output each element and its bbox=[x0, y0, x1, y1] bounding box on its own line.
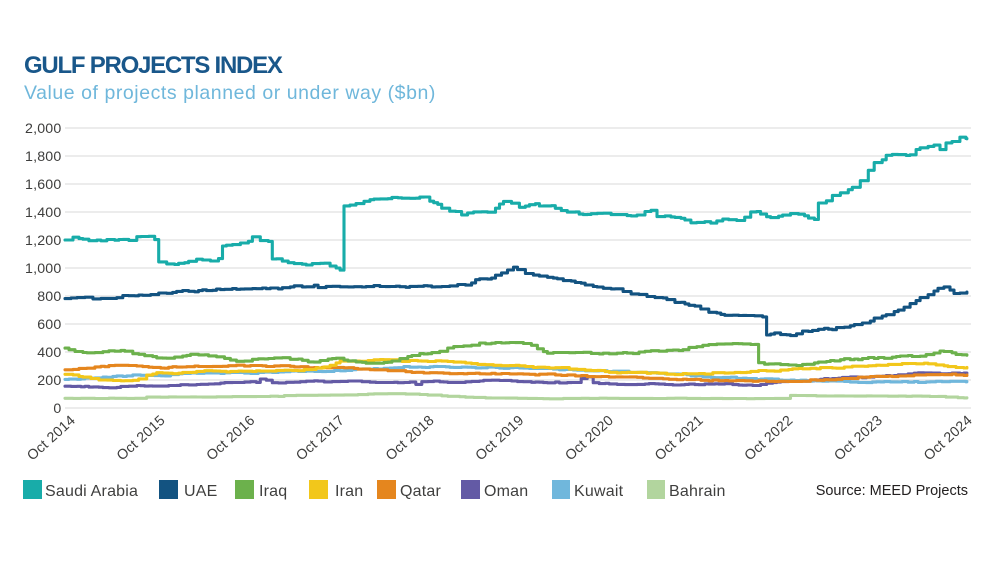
svg-text:Oct 2023: Oct 2023 bbox=[831, 413, 886, 464]
svg-text:Oct 2017: Oct 2017 bbox=[293, 413, 348, 464]
svg-text:800: 800 bbox=[37, 289, 61, 305]
svg-text:Oct 2016: Oct 2016 bbox=[204, 413, 259, 464]
svg-text:Oct 2018: Oct 2018 bbox=[383, 413, 438, 464]
svg-text:200: 200 bbox=[37, 373, 61, 389]
svg-text:1,000: 1,000 bbox=[25, 261, 62, 277]
svg-text:Oct 2015: Oct 2015 bbox=[114, 413, 169, 464]
svg-text:Oct 2014: Oct 2014 bbox=[24, 413, 79, 464]
svg-text:400: 400 bbox=[37, 345, 61, 361]
svg-text:Oct 2019: Oct 2019 bbox=[473, 413, 528, 464]
svg-text:2,000: 2,000 bbox=[25, 121, 62, 137]
svg-text:1,800: 1,800 bbox=[25, 149, 62, 165]
svg-text:0: 0 bbox=[53, 401, 61, 417]
svg-text:1,200: 1,200 bbox=[25, 233, 62, 249]
svg-text:1,400: 1,400 bbox=[25, 205, 62, 221]
svg-text:Oct 2020: Oct 2020 bbox=[562, 413, 617, 464]
svg-text:600: 600 bbox=[37, 317, 61, 333]
svg-text:Oct 2024: Oct 2024 bbox=[921, 413, 976, 464]
svg-text:1,600: 1,600 bbox=[25, 177, 62, 193]
svg-text:Oct 2022: Oct 2022 bbox=[742, 413, 797, 464]
svg-text:Oct 2021: Oct 2021 bbox=[652, 413, 707, 464]
